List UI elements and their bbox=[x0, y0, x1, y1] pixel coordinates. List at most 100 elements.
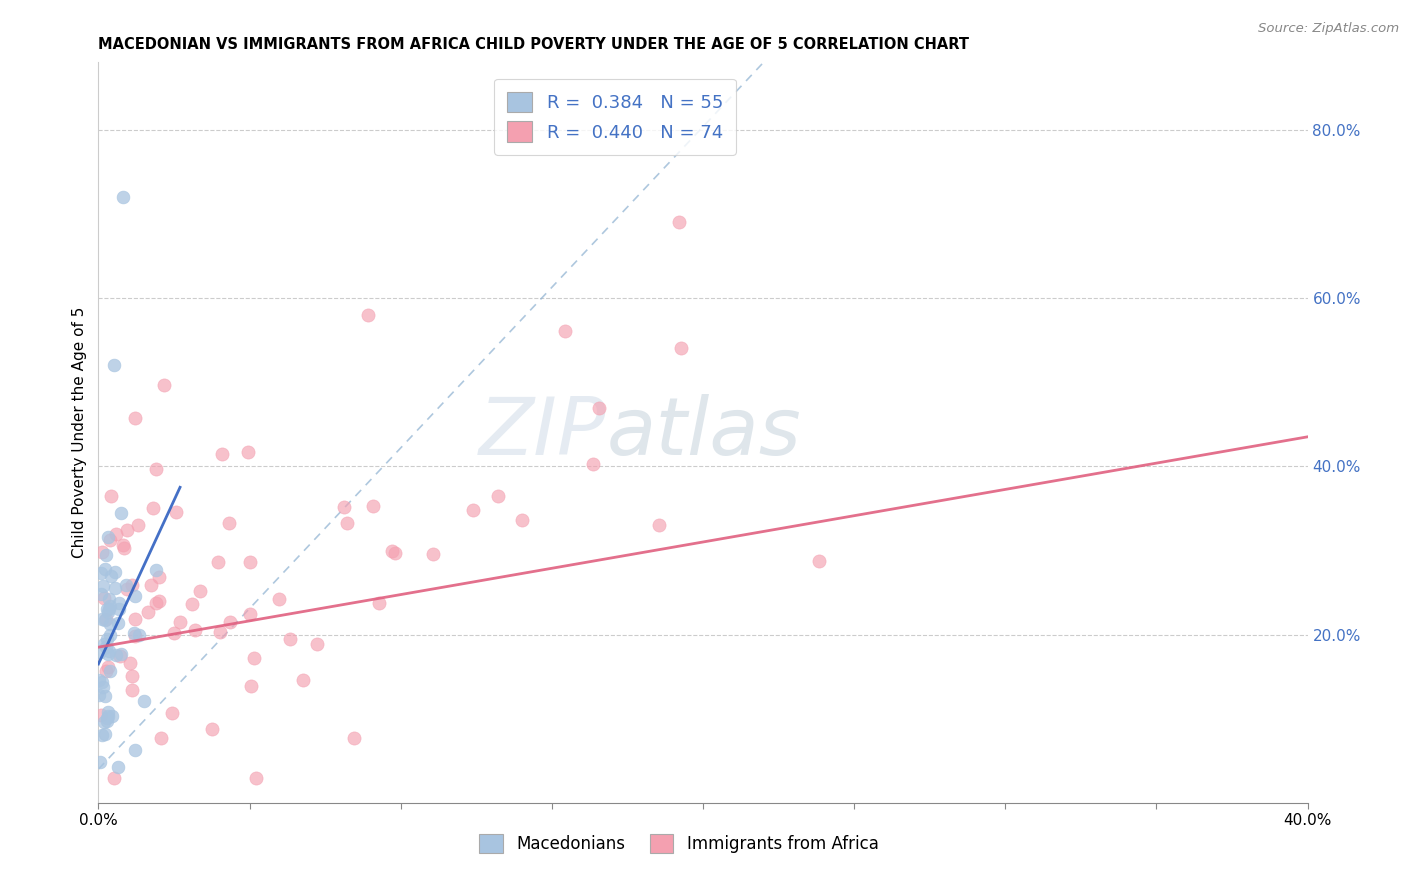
Point bbox=[90, 586, 112, 600]
Point bbox=[153, 378, 176, 392]
Point bbox=[122, 626, 145, 640]
Point bbox=[510, 513, 533, 527]
Point bbox=[91, 579, 114, 593]
Point bbox=[149, 731, 172, 745]
Point bbox=[121, 577, 143, 591]
Point bbox=[104, 581, 127, 595]
Point bbox=[91, 728, 114, 742]
Point bbox=[89, 645, 111, 659]
Point bbox=[103, 359, 125, 373]
Point bbox=[100, 599, 122, 613]
Point bbox=[368, 595, 391, 609]
Point bbox=[89, 673, 111, 687]
Point bbox=[124, 589, 146, 603]
Point bbox=[236, 445, 259, 459]
Point bbox=[96, 711, 118, 725]
Point bbox=[181, 598, 204, 612]
Point bbox=[104, 566, 127, 580]
Point bbox=[148, 570, 170, 584]
Point bbox=[486, 489, 509, 503]
Text: ZIP: ZIP bbox=[479, 393, 606, 472]
Point bbox=[132, 694, 155, 708]
Point bbox=[112, 538, 135, 552]
Point bbox=[93, 636, 115, 650]
Point bbox=[243, 651, 266, 665]
Point bbox=[422, 547, 444, 561]
Point bbox=[110, 647, 132, 661]
Point bbox=[582, 458, 605, 472]
Point bbox=[112, 190, 135, 204]
Point bbox=[343, 731, 366, 745]
Point bbox=[94, 548, 117, 562]
Point bbox=[98, 533, 121, 548]
Point bbox=[101, 708, 124, 723]
Point bbox=[163, 626, 186, 640]
Point bbox=[121, 669, 143, 683]
Point bbox=[91, 680, 114, 694]
Point bbox=[94, 612, 117, 626]
Point bbox=[96, 530, 118, 544]
Point bbox=[184, 623, 207, 637]
Point bbox=[104, 526, 127, 541]
Point bbox=[96, 602, 118, 616]
Point bbox=[90, 566, 112, 581]
Point bbox=[93, 591, 115, 605]
Point bbox=[209, 624, 232, 639]
Point bbox=[207, 555, 229, 569]
Point bbox=[121, 682, 143, 697]
Point bbox=[808, 554, 831, 568]
Point bbox=[145, 462, 167, 476]
Point bbox=[97, 706, 120, 720]
Point bbox=[292, 673, 315, 687]
Point bbox=[115, 577, 138, 591]
Point bbox=[97, 644, 120, 658]
Point bbox=[139, 578, 162, 592]
Point bbox=[97, 605, 120, 619]
Point bbox=[145, 563, 167, 577]
Point bbox=[100, 569, 122, 583]
Point bbox=[87, 689, 110, 703]
Point bbox=[333, 500, 356, 515]
Point bbox=[97, 647, 120, 661]
Point bbox=[245, 771, 267, 785]
Y-axis label: Child Poverty Under the Age of 5: Child Poverty Under the Age of 5 bbox=[72, 307, 87, 558]
Point bbox=[128, 628, 150, 642]
Point bbox=[96, 632, 118, 647]
Text: Source: ZipAtlas.com: Source: ZipAtlas.com bbox=[1258, 22, 1399, 36]
Point bbox=[107, 760, 129, 774]
Point bbox=[124, 410, 146, 425]
Point bbox=[136, 606, 159, 620]
Point bbox=[110, 506, 132, 520]
Point bbox=[104, 648, 127, 662]
Point bbox=[381, 544, 404, 558]
Point bbox=[94, 613, 117, 627]
Text: atlas: atlas bbox=[606, 393, 801, 472]
Point bbox=[554, 324, 576, 338]
Point bbox=[240, 679, 263, 693]
Point bbox=[211, 447, 233, 461]
Point bbox=[201, 722, 224, 736]
Legend: Macedonians, Immigrants from Africa: Macedonians, Immigrants from Africa bbox=[471, 825, 887, 861]
Point bbox=[108, 602, 131, 616]
Point bbox=[668, 215, 690, 229]
Point bbox=[361, 500, 384, 514]
Point bbox=[127, 517, 149, 532]
Point bbox=[118, 657, 141, 671]
Text: MACEDONIAN VS IMMIGRANTS FROM AFRICA CHILD POVERTY UNDER THE AGE OF 5 CORRELATIO: MACEDONIAN VS IMMIGRANTS FROM AFRICA CHI… bbox=[98, 37, 969, 52]
Point bbox=[169, 615, 191, 629]
Point bbox=[124, 612, 146, 626]
Point bbox=[89, 755, 111, 769]
Point bbox=[98, 664, 121, 678]
Point bbox=[115, 582, 138, 596]
Point bbox=[124, 743, 146, 757]
Point bbox=[219, 615, 242, 629]
Point bbox=[357, 308, 380, 322]
Point bbox=[94, 562, 117, 576]
Point bbox=[93, 715, 115, 730]
Point bbox=[98, 628, 121, 642]
Point bbox=[100, 489, 122, 503]
Point bbox=[669, 341, 692, 355]
Point bbox=[97, 591, 120, 606]
Point bbox=[115, 523, 138, 537]
Point bbox=[103, 771, 125, 785]
